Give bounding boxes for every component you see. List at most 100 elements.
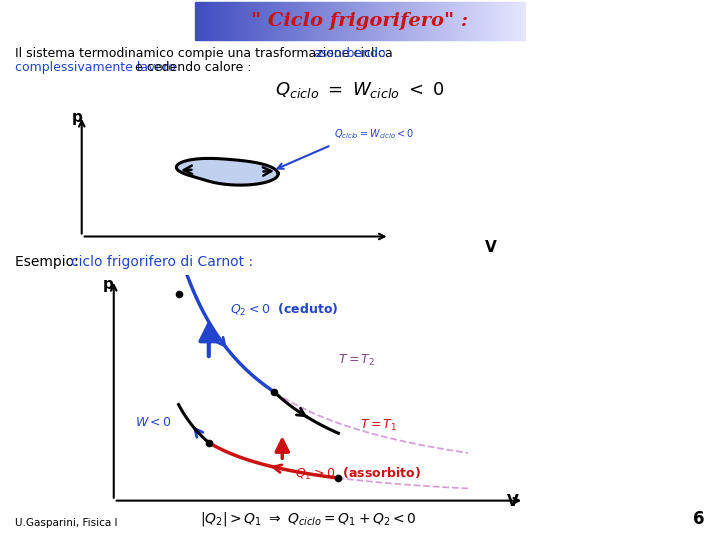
Bar [400, 2, 401, 40]
Bar [302, 2, 303, 40]
Bar [262, 2, 263, 40]
Bar [198, 2, 199, 40]
Bar [308, 2, 309, 40]
Bar [280, 2, 281, 40]
Bar [356, 2, 357, 40]
Bar [378, 2, 379, 40]
Bar [506, 2, 507, 40]
Bar [196, 2, 197, 40]
Bar [323, 2, 324, 40]
Bar [405, 2, 406, 40]
Bar [299, 2, 300, 40]
Text: " Ciclo frigorifero" :: " Ciclo frigorifero" : [251, 12, 469, 30]
Bar [199, 2, 200, 40]
Bar [457, 2, 458, 40]
Bar [430, 2, 431, 40]
Bar [454, 2, 455, 40]
Bar [304, 2, 305, 40]
Bar [236, 2, 237, 40]
Bar [483, 2, 484, 40]
Bar [399, 2, 400, 40]
Bar [494, 2, 495, 40]
Bar [426, 2, 427, 40]
Bar [413, 2, 414, 40]
Bar [294, 2, 295, 40]
Bar [458, 2, 459, 40]
Text: ciclo frigorifero di Carnot :: ciclo frigorifero di Carnot : [71, 255, 253, 269]
Bar [206, 2, 207, 40]
Bar [497, 2, 498, 40]
Text: p: p [72, 110, 83, 125]
Bar [265, 2, 266, 40]
Bar [214, 2, 215, 40]
Bar [395, 2, 396, 40]
Bar [427, 2, 428, 40]
Bar [419, 2, 420, 40]
Bar [266, 2, 267, 40]
Bar [360, 2, 361, 40]
Bar [292, 2, 293, 40]
Bar [473, 2, 474, 40]
Bar [389, 2, 390, 40]
Bar [421, 2, 422, 40]
Bar [479, 2, 480, 40]
Bar [486, 2, 487, 40]
Text: $T{=}T_2$: $T{=}T_2$ [338, 353, 376, 368]
Bar [396, 2, 397, 40]
Bar [341, 2, 342, 40]
Bar [242, 2, 243, 40]
Bar [220, 2, 221, 40]
Bar [228, 2, 229, 40]
Bar [420, 2, 421, 40]
Bar [260, 2, 261, 40]
Bar [393, 2, 394, 40]
Bar [215, 2, 216, 40]
Bar [213, 2, 214, 40]
Bar [338, 2, 339, 40]
Bar [233, 2, 234, 40]
Bar [354, 2, 355, 40]
Bar [514, 2, 515, 40]
Bar [212, 2, 213, 40]
Bar [259, 2, 260, 40]
Bar [491, 2, 492, 40]
Bar [462, 2, 463, 40]
Bar [484, 2, 485, 40]
Bar [423, 2, 424, 40]
Text: $Q_{ciclo}{=}W_{ciclo}{<}0$: $Q_{ciclo}{=}W_{ciclo}{<}0$ [335, 127, 415, 141]
Bar [381, 2, 382, 40]
Bar [445, 2, 446, 40]
Bar [322, 2, 323, 40]
Bar [223, 2, 224, 40]
Bar [418, 2, 419, 40]
Bar [380, 2, 381, 40]
Bar [334, 2, 335, 40]
Bar [481, 2, 482, 40]
Bar [249, 2, 250, 40]
Bar [326, 2, 327, 40]
Bar [202, 2, 203, 40]
Bar [523, 2, 524, 40]
Bar [474, 2, 475, 40]
Bar [298, 2, 299, 40]
Bar [519, 2, 520, 40]
Bar [512, 2, 513, 40]
Bar [226, 2, 227, 40]
Bar [453, 2, 454, 40]
Bar [375, 2, 376, 40]
Bar [440, 2, 441, 40]
Bar [197, 2, 198, 40]
Bar [518, 2, 519, 40]
Bar [343, 2, 344, 40]
Bar [244, 2, 245, 40]
Bar [290, 2, 291, 40]
Bar [444, 2, 445, 40]
Bar [289, 2, 290, 40]
Bar [217, 2, 218, 40]
Bar [385, 2, 386, 40]
Bar [377, 2, 378, 40]
Bar [237, 2, 238, 40]
Bar [450, 2, 451, 40]
Bar [409, 2, 410, 40]
Bar [501, 2, 502, 40]
